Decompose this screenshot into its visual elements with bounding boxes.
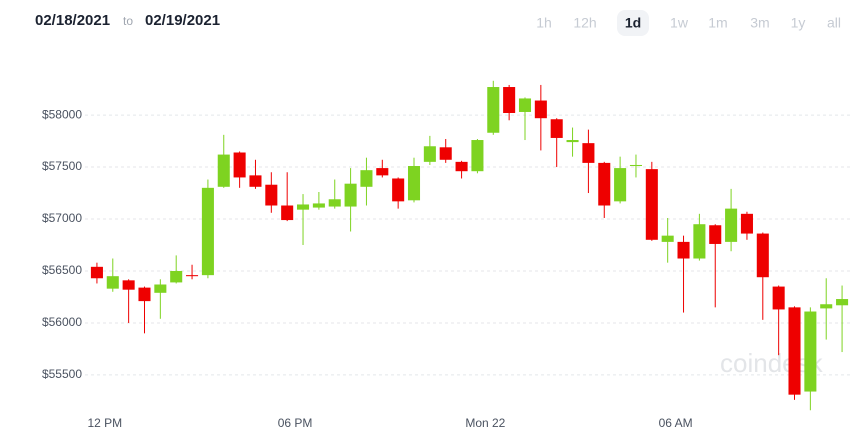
candle-body [249, 175, 262, 187]
candle-body [376, 168, 389, 176]
range-button[interactable]: 1y [791, 15, 806, 31]
range-button[interactable]: 12h [573, 15, 596, 31]
candle-body [312, 203, 325, 208]
range-button[interactable]: all [827, 15, 841, 31]
date-from: 02/18/2021 [35, 12, 110, 29]
candle-body [566, 140, 579, 143]
candle-body [217, 154, 230, 187]
candle-body [186, 275, 199, 277]
candle-body [740, 213, 753, 234]
candle-body [534, 100, 547, 119]
candle-body [233, 152, 246, 178]
range-button[interactable]: 1h [536, 15, 552, 31]
candle-body [756, 233, 769, 278]
candle-body [122, 280, 135, 290]
candle-body [661, 235, 674, 242]
range-button[interactable]: 1d [625, 15, 641, 31]
candle-body [90, 266, 103, 279]
candle-body [518, 98, 532, 112]
y-tick-label: $57000 [42, 211, 82, 225]
candle-body [614, 168, 627, 202]
y-tick-label: $55500 [42, 367, 82, 381]
range-button[interactable]: 1w [670, 15, 689, 31]
candle-body [439, 147, 452, 160]
candle-body [138, 287, 151, 302]
y-tick-label: $58000 [42, 107, 82, 121]
candle-body [598, 162, 611, 206]
y-tick-label: $56500 [42, 263, 82, 277]
candle-body [836, 299, 849, 306]
candle-body [772, 286, 785, 310]
x-tick-label: 06 AM [659, 416, 693, 430]
plot-area: coindesk$55500$56000$56500$57000$57500$5… [42, 80, 850, 430]
candle-body [487, 87, 500, 133]
date-to: 02/19/2021 [145, 12, 220, 29]
candle-body [106, 276, 119, 289]
candle-body [820, 304, 833, 309]
candle-body [677, 241, 690, 259]
candle-body [471, 140, 484, 172]
candle-body [170, 270, 183, 283]
candle-body [455, 161, 468, 172]
candle-body [360, 170, 373, 187]
candle-body [788, 307, 801, 395]
candle-body [503, 87, 516, 114]
range-button[interactable]: 3m [750, 15, 769, 31]
y-tick-label: $56000 [42, 315, 82, 329]
date-connector: to [123, 14, 133, 28]
range-selector: 1h 12h 1d 1w 1m 3m 1y all [536, 10, 841, 36]
candle-body [154, 284, 167, 293]
candle-body [693, 224, 706, 259]
x-tick-label: Mon 22 [465, 416, 505, 430]
candle-body [725, 208, 738, 242]
candle-body [201, 187, 214, 276]
candle-body [297, 204, 310, 210]
x-tick-label: 06 PM [278, 416, 313, 430]
candle-body [804, 311, 817, 392]
candle-body [265, 184, 278, 206]
candle-body [392, 178, 405, 202]
candle-body [281, 205, 294, 221]
candle-body [423, 146, 436, 162]
candle-body [709, 225, 722, 244]
candle-body [645, 169, 658, 240]
candle-body [344, 183, 357, 207]
candle-body [550, 119, 563, 138]
y-tick-label: $57500 [42, 159, 82, 173]
range-highlight [617, 10, 649, 36]
candle-body [407, 166, 421, 201]
candle-body [629, 164, 642, 167]
candle-body [582, 143, 595, 163]
x-tick-label: 12 PM [88, 416, 123, 430]
range-button[interactable]: 1m [708, 15, 727, 31]
candle-body [328, 199, 341, 207]
